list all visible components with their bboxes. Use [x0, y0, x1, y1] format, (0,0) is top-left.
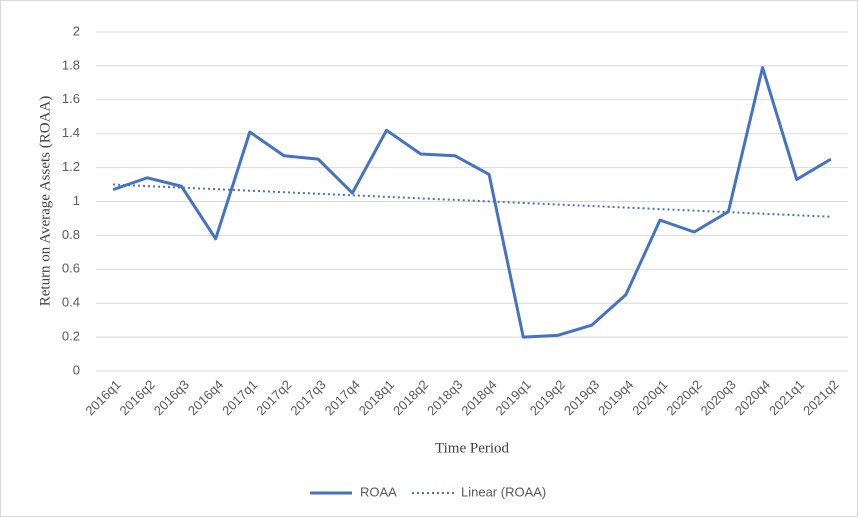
y-tick-label: 0.2 [62, 329, 80, 344]
y-tick-label: 1.8 [62, 57, 80, 72]
y-tick-label: 1.6 [62, 91, 80, 106]
y-tick-label: 1.4 [62, 125, 80, 140]
y-tick-label: 1 [73, 193, 80, 208]
y-tick-label: 0.6 [62, 261, 80, 276]
legend-label: Linear (ROAA) [461, 484, 546, 499]
y-tick-label: 1.2 [62, 159, 80, 174]
data-line [112, 66, 832, 339]
legend-label: ROAA [360, 484, 397, 499]
y-axis-title: Return on Average Assets (ROAA) [37, 96, 53, 307]
y-tick-label: 2 [73, 23, 80, 38]
y-tick-label: 0.8 [62, 227, 80, 242]
y-tick-label: 0 [73, 362, 80, 377]
x-axis-title: Time Period [435, 440, 510, 456]
y-tick-label: 0.4 [62, 295, 80, 310]
